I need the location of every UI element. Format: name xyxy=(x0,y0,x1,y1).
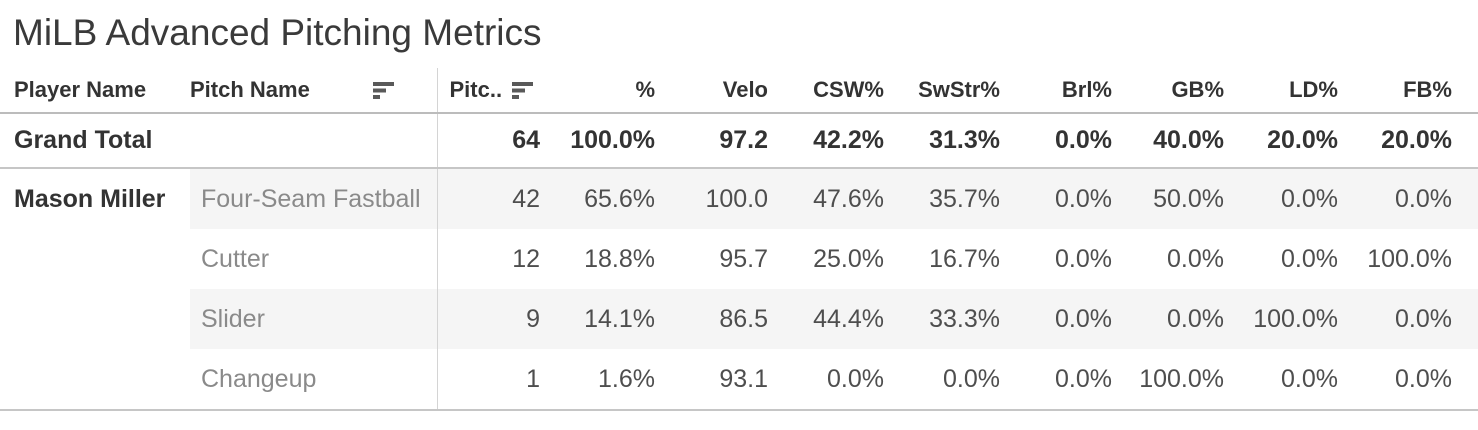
metric-cell-csw[interactable]: 0.0% xyxy=(768,349,884,411)
metric-cell-ld[interactable]: 0.0% xyxy=(1281,244,1338,273)
metric-cell-fb[interactable]: 0.0% xyxy=(1338,289,1478,349)
metric-cell-brl[interactable]: 0.0% xyxy=(1000,168,1112,229)
column-header-ld[interactable]: LD% xyxy=(1224,68,1338,114)
column-header-pct[interactable]: % xyxy=(540,68,655,114)
metric-cell-brl[interactable]: 0.0% xyxy=(1000,289,1112,349)
metric-cell-pct[interactable]: 14.1% xyxy=(540,289,655,349)
metric-cell-pitches[interactable]: 9 xyxy=(436,289,540,349)
metric-cell-gb[interactable]: 0.0% xyxy=(1112,289,1224,349)
page-title: MiLB Advanced Pitching Metrics xyxy=(13,12,542,53)
metric-cell-ld[interactable]: 20.0% xyxy=(1224,113,1338,169)
column-header-velo[interactable]: Velo xyxy=(655,68,768,114)
metric-cell-gb[interactable]: 100.0% xyxy=(1112,349,1224,411)
metric-cell-brl[interactable]: 0.0% xyxy=(1055,244,1112,273)
pitch-row: Slider 9 14.1% 86.5 44.4% 33.3% 0.0% 0.0… xyxy=(0,289,1478,349)
player-name-cell[interactable]: Mason Miller xyxy=(14,184,166,213)
pitch-name-cell xyxy=(190,113,437,169)
metric-cell-pitches[interactable]: 1 xyxy=(436,349,540,411)
metric-cell-swstr[interactable]: 33.3% xyxy=(884,289,1000,349)
metric-cell-pitches[interactable]: 42 xyxy=(436,168,540,229)
metric-cell-gb[interactable]: 50.0% xyxy=(1112,168,1224,229)
metric-cell-fb[interactable]: 100.0% xyxy=(1367,244,1452,273)
metric-cell-gb[interactable]: 40.0% xyxy=(1112,113,1224,169)
metric-cell-fb[interactable]: 0.0% xyxy=(1338,168,1478,229)
metric-cell-gb[interactable]: 0.0% xyxy=(1167,244,1224,273)
player-name-cell xyxy=(0,289,190,349)
metric-cell-pct[interactable]: 18.8% xyxy=(584,244,655,273)
column-header-csw[interactable]: CSW% xyxy=(768,68,884,114)
metric-cell-csw[interactable]: 42.2% xyxy=(768,113,884,169)
metric-cell-ld[interactable]: 0.0% xyxy=(1224,349,1338,411)
metric-cell-pitches[interactable]: 12 xyxy=(436,229,540,289)
header-row: Player Name Pitch Name Pitc.. xyxy=(0,68,1478,114)
metric-cell-csw[interactable]: 25.0% xyxy=(813,244,884,273)
column-header-swstr[interactable]: SwStr% xyxy=(884,68,1000,114)
column-header-pitches-label: Pitc.. xyxy=(449,77,503,102)
metric-cell-velo[interactable]: 95.7 xyxy=(719,244,768,273)
column-header-pitch-name-label: Pitch Name xyxy=(190,77,310,102)
pitch-row: Changeup 1 1.6% 93.1 0.0% 0.0% 0.0% 100.… xyxy=(0,349,1478,411)
metric-cell-csw[interactable]: 47.6% xyxy=(768,168,884,229)
metric-cell-pct[interactable]: 65.6% xyxy=(540,168,655,229)
metric-cell-brl[interactable]: 0.0% xyxy=(1000,349,1112,411)
metric-cell-swstr[interactable]: 35.7% xyxy=(884,168,1000,229)
column-header-brl[interactable]: Brl% xyxy=(1000,68,1112,114)
pitch-name-cell[interactable]: Four-Seam Fastball xyxy=(190,168,437,229)
metric-cell-ld[interactable]: 0.0% xyxy=(1224,168,1338,229)
metric-cell-velo[interactable]: 93.1 xyxy=(655,349,768,411)
pitch-name-cell[interactable]: Cutter xyxy=(201,244,270,273)
column-header-player-name[interactable]: Player Name xyxy=(0,68,190,114)
column-header-gb[interactable]: GB% xyxy=(1112,68,1224,114)
pitch-name-cell[interactable]: Slider xyxy=(190,289,437,349)
metric-cell-velo[interactable]: 86.5 xyxy=(655,289,768,349)
metric-cell-pct[interactable]: 100.0% xyxy=(540,113,655,169)
pitch-name-cell[interactable]: Changeup xyxy=(190,349,437,411)
grand-total-row: Grand Total 64 100.0% 97.2 42.2% 31.3% 0… xyxy=(0,113,1478,169)
metric-cell-brl[interactable]: 0.0% xyxy=(1000,113,1112,169)
pitch-row: Cutter 12 18.8% 95.7 25.0% 16.7% 0.0% 0.… xyxy=(0,229,1478,289)
metric-cell-pitches[interactable]: 64 xyxy=(436,113,540,169)
grand-total-label[interactable]: Grand Total xyxy=(0,113,190,169)
metric-cell-swstr[interactable]: 16.7% xyxy=(929,244,1000,273)
metric-cell-velo[interactable]: 100.0 xyxy=(655,168,768,229)
player-name-cell xyxy=(0,229,190,289)
metric-cell-csw[interactable]: 44.4% xyxy=(768,289,884,349)
metric-cell-swstr[interactable]: 31.3% xyxy=(884,113,1000,169)
sort-descending-icon[interactable] xyxy=(512,81,534,99)
metric-cell-ld[interactable]: 100.0% xyxy=(1224,289,1338,349)
metric-cell-swstr[interactable]: 0.0% xyxy=(884,349,1000,411)
column-header-pitch-name[interactable]: Pitch Name xyxy=(190,68,437,114)
player-name-cell xyxy=(0,349,190,411)
column-header-fb[interactable]: FB% xyxy=(1338,68,1478,114)
column-header-pitches[interactable]: Pitc.. xyxy=(436,68,540,114)
pitching-metrics-table: Player Name Pitch Name Pitc.. xyxy=(0,68,1478,411)
sort-descending-icon[interactable] xyxy=(372,81,395,99)
metric-cell-fb[interactable]: 20.0% xyxy=(1338,113,1478,169)
metric-cell-velo[interactable]: 97.2 xyxy=(655,113,768,169)
metric-cell-pct[interactable]: 1.6% xyxy=(540,349,655,411)
pitch-row: Mason Miller Four-Seam Fastball 42 65.6%… xyxy=(0,168,1478,229)
metric-cell-fb[interactable]: 0.0% xyxy=(1338,349,1478,411)
